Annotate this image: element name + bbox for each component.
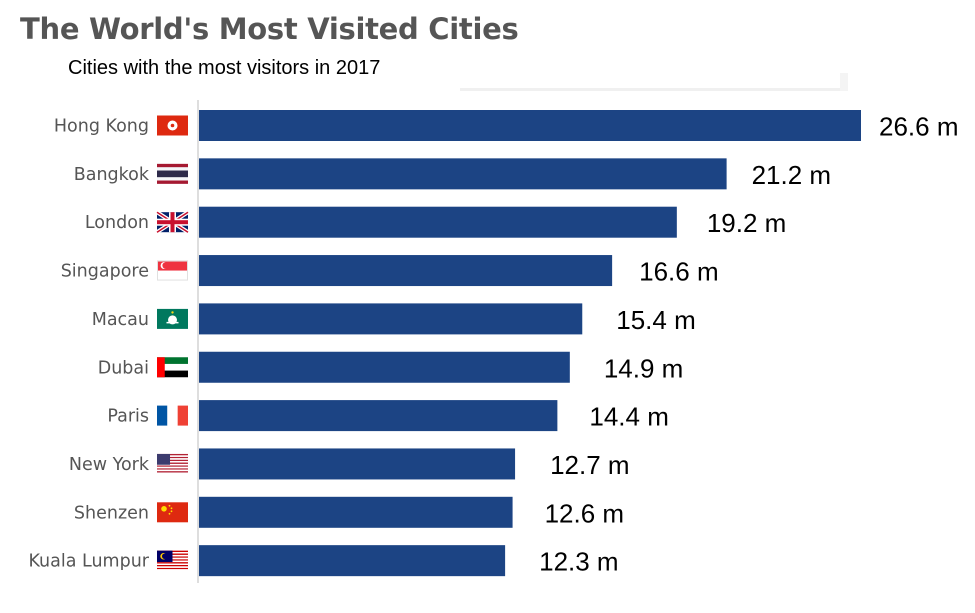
category-label: Paris <box>107 407 149 427</box>
decorative-strip-end <box>840 73 848 91</box>
malaysia-flag-icon <box>157 550 188 571</box>
value-label: 15.4 m <box>616 305 696 335</box>
category-label: Singapore <box>61 262 149 282</box>
category-label: Shenzen <box>74 503 149 523</box>
china-flag-icon <box>157 502 188 523</box>
macau-flag-icon <box>157 308 188 329</box>
value-label: 14.4 m <box>589 402 669 432</box>
category-label: Dubai <box>98 358 149 378</box>
category-label: Hong Kong <box>54 117 149 137</box>
uk-flag-icon <box>155 210 190 234</box>
hong-kong-flag-icon <box>157 115 188 136</box>
bar <box>199 255 613 287</box>
bar <box>199 545 506 577</box>
bar <box>199 110 861 141</box>
category-label: Macau <box>92 310 149 330</box>
value-label: 19.2 m <box>707 208 787 238</box>
singapore-flag-icon <box>157 260 188 281</box>
category-label: Kuala Lumpur <box>28 552 149 572</box>
value-label: 14.9 m <box>604 353 684 383</box>
bar <box>199 303 583 335</box>
value-label: 26.6 m <box>879 112 959 142</box>
bar <box>199 496 513 528</box>
chart-subtitle: Cities with the most visitors in 2017 <box>68 57 381 79</box>
bar <box>199 400 558 432</box>
uae-flag-icon <box>157 357 188 378</box>
value-label: 12.3 m <box>539 547 619 577</box>
category-label: New York <box>69 455 150 475</box>
category-label: London <box>85 213 149 233</box>
bar <box>199 448 516 480</box>
category-label: Bangkok <box>74 165 150 185</box>
value-label: 12.7 m <box>550 450 630 480</box>
value-label: 21.2 m <box>752 160 832 190</box>
value-label: 16.6 m <box>639 257 719 287</box>
bar <box>199 158 727 190</box>
value-label: 12.6 m <box>545 498 625 528</box>
decorative-strip <box>460 88 848 91</box>
bar <box>199 351 570 383</box>
usa-flag-icon <box>157 453 188 474</box>
bar <box>199 206 677 238</box>
chart-title: The World's Most Visited Cities <box>20 12 519 46</box>
thailand-flag-icon <box>157 163 188 184</box>
france-flag-icon <box>157 405 188 426</box>
